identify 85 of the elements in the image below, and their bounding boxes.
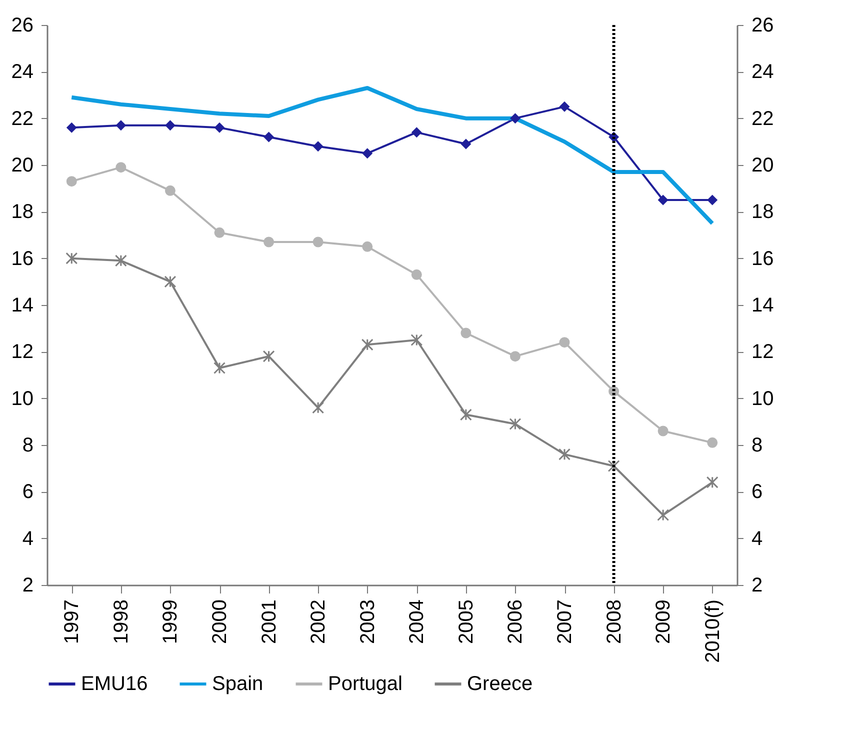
legend-label: Portugal [328,673,402,695]
point [657,509,670,521]
x-tick-label: 2001 [258,600,280,644]
point [164,185,176,196]
point [312,141,324,152]
line-series [70,86,714,226]
y-tick-label: 6 [22,481,34,504]
y2-tick-label: 6 [752,481,763,504]
x-tick-label: 1997 [61,600,84,644]
y2-tick-label: 4 [752,528,763,550]
legend-label: Spain [212,673,264,695]
y-tick-label: 4 [22,528,34,550]
point [66,122,77,133]
y-tick-label: 12 [11,341,34,364]
point [114,254,127,267]
y2-tick-label: 18 [752,201,774,224]
point [707,437,718,448]
point [706,476,718,488]
y-tick-label: 18 [11,201,34,224]
x-tick-label: 2008 [603,600,626,644]
y2-tick-label: 8 [752,434,763,456]
y2-tick-label: 10 [752,388,774,410]
y2-tick-label: 26 [752,14,774,36]
point [214,122,225,133]
legend-label: EMU16 [81,673,148,695]
x-tick-label: 2010(f) [702,600,724,663]
y2-tick-label: 20 [752,154,774,176]
x-tick-label: 2002 [308,600,330,644]
y-tick-label: 22 [11,108,34,130]
y2-tick-label: 16 [752,248,774,270]
y2-tick-label: 14 [752,294,774,316]
y2-tick-label: 2 [752,574,763,596]
point [362,241,373,252]
point [214,227,225,238]
point [411,269,422,280]
y-tick-label: 2 [22,574,34,596]
point [707,194,718,206]
y2-tick-label: 22 [752,108,774,130]
x-tick-label: 2005 [455,600,478,644]
x-tick-label: 2006 [504,600,527,644]
point [460,138,472,150]
point [214,362,226,374]
point [116,162,126,173]
x-tick-label: 1999 [160,600,182,644]
point [658,426,668,436]
point [264,132,274,142]
x-tick-label: 2004 [406,600,428,644]
point [116,120,126,131]
point [362,148,373,159]
point [312,236,324,248]
point [164,276,176,288]
point [66,176,77,187]
x-tick-label: 2000 [209,600,231,644]
point [510,113,520,124]
point [559,337,570,348]
legend-label: Greece [467,673,533,695]
y2-tick-label: 24 [752,61,774,84]
point [559,101,570,112]
point [460,408,472,421]
point [411,127,422,138]
point [164,120,176,131]
point [361,338,374,351]
y-tick-label: 16 [11,248,34,270]
point [264,236,274,248]
point [509,418,522,430]
point [608,460,620,472]
y-tick-label: 24 [11,61,34,84]
point [262,350,275,362]
x-tick-label: 2003 [356,600,379,644]
y-tick-label: 14 [11,294,34,316]
y-tick-label: 26 [11,14,34,36]
y2-tick-label: 12 [752,341,774,364]
x-tick-label: 2007 [554,600,576,644]
point [410,334,423,346]
y-tick-label: 8 [22,434,34,456]
y-tick-label: 10 [11,388,34,410]
x-tick-label: 2009 [652,600,675,644]
point [66,252,78,264]
point [510,351,520,362]
point [460,328,472,338]
x-tick-label: 1998 [110,600,132,644]
point [558,448,570,460]
y-tick-label: 20 [11,154,34,176]
point [312,402,324,414]
point [658,194,668,206]
